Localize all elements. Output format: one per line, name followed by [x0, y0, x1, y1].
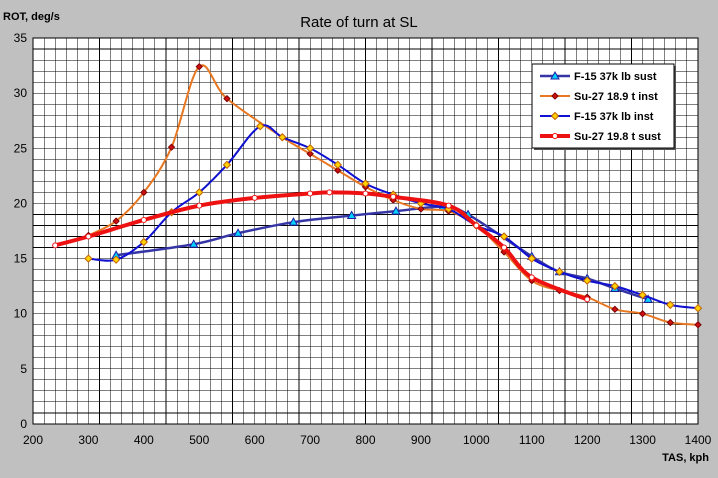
legend-label: Su-27 19.8 t sust	[574, 131, 661, 143]
legend-item-f15-sust: F-15 37k lb sust	[540, 70, 657, 83]
y-tick-label: 30	[14, 86, 28, 100]
x-tick-label: 600	[245, 433, 265, 447]
diamond-marker	[167, 143, 176, 151]
diamond-marker	[555, 267, 564, 277]
grid	[33, 38, 698, 424]
circle-marker	[251, 194, 258, 201]
series-layer	[52, 62, 703, 329]
circle-marker	[362, 190, 369, 197]
diamond-marker	[693, 303, 703, 313]
circle-marker	[445, 202, 452, 209]
series-line	[53, 190, 590, 302]
y-tick-label: 25	[14, 141, 28, 155]
series-line	[87, 64, 699, 326]
legend-label: F-15 37k lb inst	[574, 111, 654, 123]
legend-label: F-15 37k lb sust	[574, 71, 657, 83]
triangle-marker	[391, 206, 401, 215]
circle-marker	[528, 274, 535, 281]
diamond-marker	[334, 166, 342, 175]
triangle-marker	[233, 228, 243, 237]
circle-marker	[196, 202, 203, 209]
diamond-marker	[84, 254, 93, 263]
x-axis-label: TAS, kph	[662, 452, 709, 464]
diamond-marker	[223, 94, 231, 103]
legend-item-su27-sust: Su-27 19.8 t sust	[540, 131, 661, 143]
triangle-marker	[643, 294, 653, 303]
y-tick-label: 0	[20, 417, 27, 431]
diamond-marker	[551, 92, 559, 100]
diamond-marker	[417, 205, 425, 213]
circle-marker	[552, 133, 558, 139]
triangle-marker	[346, 210, 357, 220]
diamond-marker	[527, 254, 536, 263]
circle-marker	[584, 296, 591, 303]
y-tick-label: 5	[20, 362, 27, 376]
diamond-marker	[278, 133, 287, 142]
diamond-marker	[256, 122, 265, 131]
y-tick-label: 15	[14, 252, 28, 266]
diamond-marker	[694, 321, 702, 329]
x-tick-label: 1200	[574, 433, 601, 447]
circle-marker	[326, 189, 333, 196]
diamond-marker	[306, 150, 314, 158]
diamond-marker	[638, 290, 647, 300]
diamond-marker	[361, 179, 370, 188]
diamond-marker	[610, 281, 620, 291]
diamond-marker	[139, 237, 149, 247]
x-tick-label: 300	[78, 433, 98, 447]
circle-marker	[52, 242, 59, 249]
chart-title: Rate of turn at SL	[300, 14, 418, 31]
x-tick-label: 500	[189, 433, 209, 447]
y-tick-label: 20	[14, 196, 28, 210]
diamond-marker	[611, 305, 619, 314]
diamond-marker	[638, 310, 647, 318]
circle-marker	[307, 190, 314, 197]
x-tick-label: 1300	[629, 433, 656, 447]
circle-marker	[501, 244, 508, 251]
triangle-marker	[288, 217, 299, 226]
diamond-marker	[222, 160, 232, 170]
circle-marker	[390, 193, 397, 200]
circle-marker	[140, 216, 147, 223]
legend-item-f15-inst: F-15 37k lb inst	[540, 111, 654, 123]
diamond-marker	[195, 188, 204, 197]
diamond-marker	[195, 62, 203, 71]
x-tick-label: 800	[355, 433, 375, 447]
x-tick-label: 1400	[685, 433, 712, 447]
diamond-marker	[582, 276, 592, 285]
y-tick-label: 35	[14, 31, 28, 45]
diamond-marker	[666, 300, 675, 310]
triangle-marker	[550, 70, 560, 80]
x-tick-label: 400	[134, 433, 154, 447]
x-tick-label: 1000	[463, 433, 490, 447]
x-tick-label: 200	[23, 433, 43, 447]
diamond-marker	[111, 255, 121, 264]
diamond-marker	[112, 217, 120, 225]
diamond-marker	[333, 160, 342, 170]
circle-marker	[85, 233, 92, 240]
legend: F-15 37k lb sust Su-27 18.9 t inst F-15 37…	[531, 63, 676, 150]
series-su27-sust	[52, 189, 591, 303]
triangle-marker	[188, 239, 199, 248]
x-tick-label: 900	[411, 433, 431, 447]
y-tick-label: 10	[14, 307, 28, 321]
diamond-marker	[666, 318, 674, 327]
y-axis-label: ROT, deg/s	[3, 11, 60, 23]
x-tick-label: 1100	[519, 433, 545, 447]
axes: 200 300 400 500 600 700 800 900 1000 1100 1200 1300…	[14, 31, 712, 447]
diamond-marker	[550, 111, 560, 121]
legend-label: Su-27 18.9 t inst	[574, 91, 658, 103]
diamond-marker	[499, 232, 509, 241]
legend-item-su27-inst: Su-27 18.9 t inst	[540, 91, 658, 103]
circle-marker	[473, 222, 480, 229]
x-tick-label: 700	[300, 433, 320, 447]
diamond-marker	[305, 144, 315, 153]
diamond-marker	[140, 188, 148, 197]
